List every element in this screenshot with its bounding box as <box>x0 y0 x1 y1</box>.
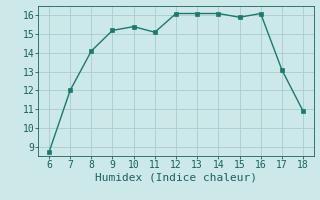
X-axis label: Humidex (Indice chaleur): Humidex (Indice chaleur) <box>95 173 257 183</box>
